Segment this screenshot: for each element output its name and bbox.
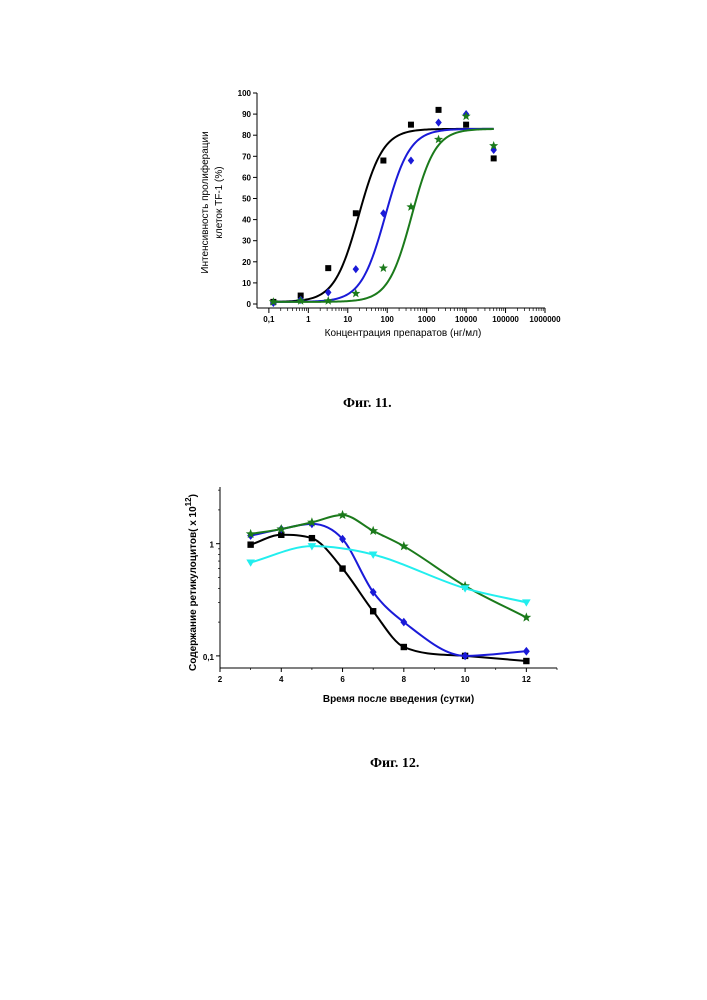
data-point-star [324,296,333,305]
data-point-star [338,510,348,519]
y-tick-label: 70 [242,152,251,161]
x-tick-label: 4 [279,675,284,684]
x-tick-label: 10 [343,315,352,324]
data-point-diamond [408,156,414,164]
data-point-square [247,541,253,547]
y-tick-label: 40 [242,216,251,225]
y-tick-label: 100 [238,89,252,98]
chart-fig11: 0 10 20 30 40 50 60 70 80 90 100 0,1 1 10 100 1000 10000… [199,89,561,339]
data-point-diamond [523,647,530,656]
data-point-square [309,535,315,541]
data-point-square [463,122,469,128]
x-tick-label: 8 [402,675,407,684]
line-series-2 [251,524,527,656]
x-tick-label: 1000 [418,315,436,324]
x-tick-label: 0,1 [263,315,275,324]
y-tick-label: 0,1 [203,653,215,662]
data-point-square [491,155,497,161]
y-tick-label: 1 [210,541,215,550]
x-tick-label: 10000 [455,315,478,324]
y-tick-label: 0 [247,300,252,309]
x-axis-label: Концентрация препаратов (нг/мл) [325,328,482,339]
chart-fig12: 2 4 6 8 10 12 0,1 1 Время после введения (сутки)… [184,487,557,705]
data-point-diamond [435,118,441,126]
y-tick-label: 60 [242,173,251,182]
data-point-square [401,644,407,650]
data-point-diamond [353,265,359,273]
data-point-triangle [522,599,531,606]
line-series-3 [251,515,527,617]
x-tick-label: 6 [340,675,345,684]
x-tick-label: 1000000 [529,315,561,324]
data-point-star [462,111,471,120]
data-point-square [325,265,331,271]
x-tick-label: 100000 [492,315,519,324]
x-tick-label: 100 [381,315,395,324]
data-point-star [379,263,388,272]
figure-12-caption: Фиг. 12. [370,756,419,772]
y-axis-label: Содержание ретикулоцитов( х 1012) [184,494,199,671]
line-series-1 [251,535,527,661]
data-point-square [408,122,414,128]
figure-11-caption: Фиг. 11. [343,396,392,412]
x-tick-label: 2 [218,675,223,684]
y-tick-label: 90 [242,110,251,119]
data-point-square [523,658,529,664]
y-tick-label: 30 [242,237,251,246]
y-tick-label: 50 [242,195,251,204]
data-point-star [521,612,531,621]
x-axis-label: Время после введения (сутки) [323,694,474,705]
y-tick-label: 20 [242,258,251,267]
x-tick-label: 10 [461,675,470,684]
data-point-triangle [246,559,255,566]
y-tick-label: 10 [242,279,251,288]
data-point-square [370,608,376,614]
data-point-square [436,107,442,113]
data-point-square [339,565,345,571]
line-series-4 [251,546,527,602]
data-point-square [353,210,359,216]
figure-page: 0 10 20 30 40 50 60 70 80 90 100 0,1 1 10 100 1000 10000… [0,0,707,1000]
x-tick-label: 12 [522,675,531,684]
y-axis-label-line2: клеток TF-1 (%) [214,166,225,238]
x-tick-label: 1 [306,315,311,324]
data-point-square [380,158,386,164]
y-tick-label: 80 [242,131,251,140]
y-axis-label: Интенсивность пролиферации [199,131,211,273]
